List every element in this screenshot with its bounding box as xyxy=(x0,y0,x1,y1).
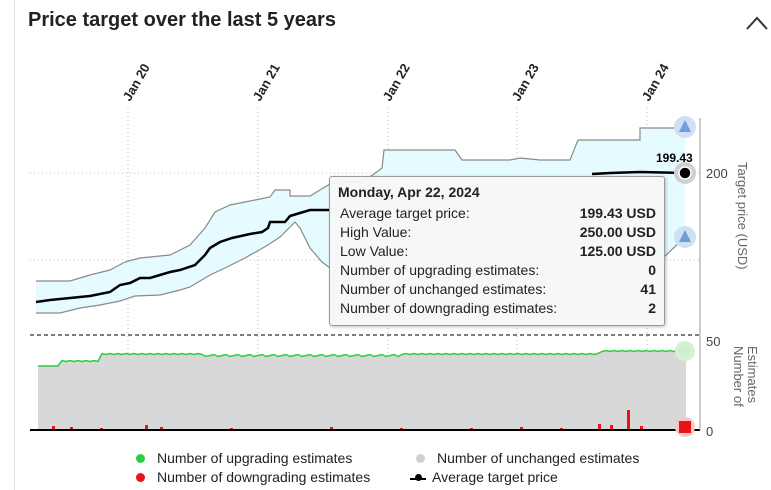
tooltip-row-upgrading: Number of upgrading estimates: 0 xyxy=(340,262,656,278)
average-target-line xyxy=(35,208,330,304)
low-marker-triangle xyxy=(679,230,691,242)
tooltip-row-high: High Value: 250.00 USD xyxy=(340,224,656,240)
downgrade-bar xyxy=(160,427,163,430)
collapse-chevron-icon[interactable] xyxy=(744,12,770,34)
tooltip-row-downgrading: Number of downgrading estimates: 2 xyxy=(340,300,656,316)
svg-text:Number of: Number of xyxy=(731,346,746,407)
x-tick-label: Jan 23 xyxy=(509,61,542,104)
downgrade-marker xyxy=(679,421,691,433)
unchanged-estimates-area xyxy=(38,350,686,430)
downgrade-bar xyxy=(610,425,613,430)
low-value-line xyxy=(36,221,331,314)
downgrade-bar xyxy=(52,426,55,430)
last-value-label: 199.43 xyxy=(656,151,693,165)
panel-border xyxy=(14,0,15,490)
downgrade-bar xyxy=(640,426,643,430)
upgrading-estimates-line xyxy=(38,349,687,367)
x-tick-label: Jan 22 xyxy=(380,61,413,104)
legend-downgrading[interactable]: Number of downgrading estimates xyxy=(135,469,395,487)
legend-unchanged[interactable]: Number of unchanged estimates xyxy=(415,450,675,468)
upgrade-marker xyxy=(677,343,693,359)
downgrade-bar xyxy=(520,427,523,430)
svg-text:Estimates: Estimates xyxy=(745,346,760,404)
y-axis-title-estimates: Number of Estimates xyxy=(731,346,760,407)
y-tick-200: 200 xyxy=(706,166,728,181)
y-tick-50: 50 xyxy=(706,334,720,349)
gray-dot-icon xyxy=(416,454,425,463)
downgrade-bar xyxy=(627,410,630,430)
x-tick-label: Jan 20 xyxy=(120,61,153,104)
downgrade-bar xyxy=(70,427,73,430)
tooltip-date: Monday, Apr 22, 2024 xyxy=(338,184,480,200)
y-tick-0: 0 xyxy=(706,424,713,439)
downgrade-bar xyxy=(145,425,148,430)
panel-title: Price target over the last 5 years xyxy=(28,9,336,31)
tooltip-row-average: Average target price: 199.43 USD xyxy=(340,205,656,221)
high-value-line xyxy=(36,127,685,282)
y-axis-title-price: Target price (USD) xyxy=(735,162,750,270)
x-tick-label: Jan 24 xyxy=(639,60,673,103)
chart-tooltip: Monday, Apr 22, 2024 Average target pric… xyxy=(329,176,665,326)
downgrade-bar xyxy=(598,424,601,430)
green-dot-icon xyxy=(136,454,145,463)
x-tick-label: Jan 21 xyxy=(250,61,283,104)
downgrade-bar xyxy=(330,427,333,430)
average-target-line-right xyxy=(591,170,686,176)
legend-upgrading[interactable]: Number of upgrading estimates xyxy=(135,450,395,468)
high-marker-triangle xyxy=(679,120,691,132)
legend-average[interactable]: Average target price xyxy=(410,469,670,487)
avg-marker-dot xyxy=(678,166,692,180)
dash-dot-icon xyxy=(415,474,422,481)
tooltip-row-low: Low Value: 125.00 USD xyxy=(340,243,656,259)
red-dot-icon xyxy=(136,473,145,482)
tooltip-row-unchanged: Number of unchanged estimates: 41 xyxy=(340,281,656,297)
